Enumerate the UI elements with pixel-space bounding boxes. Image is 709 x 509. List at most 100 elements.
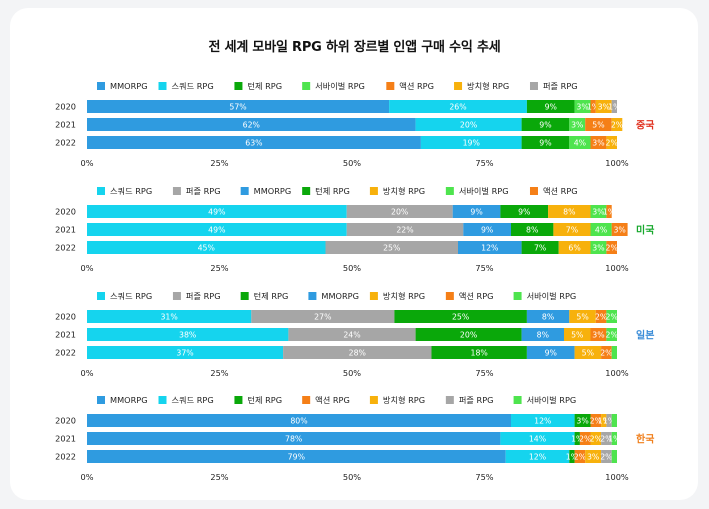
bar-label-2-0-6: 2% [606, 313, 618, 322]
x-tick-1-2: 50% [343, 263, 361, 273]
bar-label-2-1-0: 38% [179, 331, 196, 340]
bar-2-1-5 [590, 328, 607, 341]
bar-label-1-0-6: 1% [603, 208, 615, 217]
bar-label-2-1-2: 20% [460, 331, 477, 340]
bar-0-0-4 [590, 100, 596, 113]
year-label-1-1: 2021 [55, 225, 76, 235]
bar-2-0-4 [569, 310, 596, 323]
bar-2-0-5 [595, 310, 607, 323]
bar-label-2-1-1: 24% [343, 331, 360, 340]
legend-label-3-2: 턴제 RPG [247, 395, 282, 405]
bar-0-1-3 [569, 118, 586, 131]
bar-label-0-2-2: 9% [539, 139, 551, 148]
bar-1-2-6 [606, 241, 617, 254]
bar-2-0-6 [606, 310, 617, 323]
legend-swatch-2-0 [97, 292, 105, 300]
bar-label-3-1-5: 2% [600, 435, 612, 444]
bar-label-3-2-3: 2% [574, 453, 586, 462]
legend-label-0-4: 액션 RPG [399, 81, 434, 91]
bar-label-0-1-1: 20% [460, 121, 477, 130]
bar-label-3-1-2: 1% [571, 435, 583, 444]
bar-2-0-1 [251, 310, 395, 323]
legend-label-0-6: 퍼즐 RPG [543, 81, 578, 91]
region-label-1: 미국 [636, 224, 654, 237]
year-label-3-0: 2020 [55, 416, 76, 426]
bar-0-2-2 [521, 136, 570, 149]
bar-0-0-5 [595, 100, 612, 113]
bar-label-2-2-4: 5% [582, 349, 594, 358]
bar-3-2-6 [611, 450, 617, 463]
legend-label-3-0: MMORPG [110, 395, 148, 405]
bar-2-2-3 [526, 346, 575, 359]
bar-3-1-6 [611, 432, 617, 445]
bar-label-3-2-4: 3% [587, 453, 599, 462]
legend-label-3-5: 퍼즐 RPG [459, 395, 494, 405]
year-label-2-2: 2022 [55, 348, 76, 358]
bar-label-0-2-1: 19% [463, 139, 480, 148]
legend-swatch-3-6 [513, 396, 522, 404]
bar-3-0-1 [511, 414, 575, 427]
bar-3-1-0 [87, 432, 501, 445]
bar-1-2-5 [590, 241, 607, 254]
bar-label-2-0-0: 31% [160, 313, 177, 322]
legend-label-3-4: 방치형 RPG [383, 395, 425, 405]
bar-label-2-2-5: 2% [600, 349, 612, 358]
legend-label-2-4: 방치형 RPG [383, 291, 425, 301]
bar-label-0-0-1: 26% [449, 103, 466, 112]
legend-label-3-1: 스쿼드 RPG [172, 395, 214, 405]
legend-swatch-3-2 [234, 396, 243, 404]
bar-label-0-1-4: 5% [592, 121, 604, 130]
x-tick-2-0: 0% [81, 368, 94, 378]
x-tick-0-0: 0% [81, 158, 94, 168]
bar-label-0-1-2: 9% [539, 121, 551, 130]
bar-0-1-1 [415, 118, 522, 131]
year-label-0-0: 2020 [55, 102, 76, 112]
bar-label-1-2-6: 2% [606, 244, 618, 253]
legend-swatch-0-6 [529, 82, 538, 90]
bar-label-2-1-5: 3% [592, 331, 604, 340]
bar-label-2-2-1: 28% [349, 349, 366, 358]
legend-label-2-3: MMORPG [321, 291, 359, 301]
bar-label-3-2-0: 79% [288, 453, 305, 462]
bar-label-3-2-5: 2% [600, 453, 612, 462]
region-label-0: 중국 [636, 120, 654, 132]
bar-1-2-2 [458, 241, 522, 254]
x-tick-0-3: 75% [475, 158, 493, 168]
bar-1-0-3 [500, 205, 549, 218]
bar-0-0-1 [389, 100, 527, 113]
bar-3-1-5 [601, 432, 612, 445]
bar-2-2-1 [283, 346, 432, 359]
bar-label-3-2-1: 12% [529, 453, 546, 462]
bar-3-0-5 [606, 414, 612, 427]
legend-swatch-0-4 [386, 82, 395, 90]
bar-0-1-4 [585, 118, 612, 131]
year-label-1-2: 2022 [55, 243, 76, 253]
bar-label-3-0-5: 1% [603, 417, 615, 426]
bar-label-2-0-2: 25% [452, 313, 469, 322]
bar-label-1-1-0: 49% [208, 226, 225, 235]
bar-label-3-0-2: 3% [576, 417, 588, 426]
legend-swatch-2-1 [172, 292, 181, 300]
x-tick-0-1: 25% [210, 158, 228, 168]
bar-2-2-0 [87, 346, 284, 359]
bar-label-1-0-4: 8% [563, 208, 575, 217]
bar-0-1-0 [87, 118, 416, 131]
legend-label-1-1: 퍼즐 RPG [186, 186, 221, 196]
bar-3-0-3 [590, 414, 602, 427]
legend-swatch-2-4 [369, 292, 378, 300]
bar-2-1-2 [415, 328, 522, 341]
legend-label-0-5: 방치형 RPG [467, 81, 509, 91]
legend-swatch-1-6 [529, 187, 538, 195]
legend-swatch-1-2 [240, 187, 249, 195]
legend-swatch-3-0 [97, 396, 105, 404]
legend-swatch-1-1 [172, 187, 181, 195]
legend-label-1-0: 스쿼드 RPG [110, 186, 152, 196]
legend-label-1-2: MMORPG [254, 186, 292, 196]
bar-1-2-0 [87, 241, 326, 254]
bar-2-2-6 [611, 346, 617, 359]
bar-3-2-0 [87, 450, 506, 463]
bar-0-2-1 [420, 136, 522, 149]
bar-0-1-2 [521, 118, 570, 131]
bar-label-2-1-4: 5% [571, 331, 583, 340]
